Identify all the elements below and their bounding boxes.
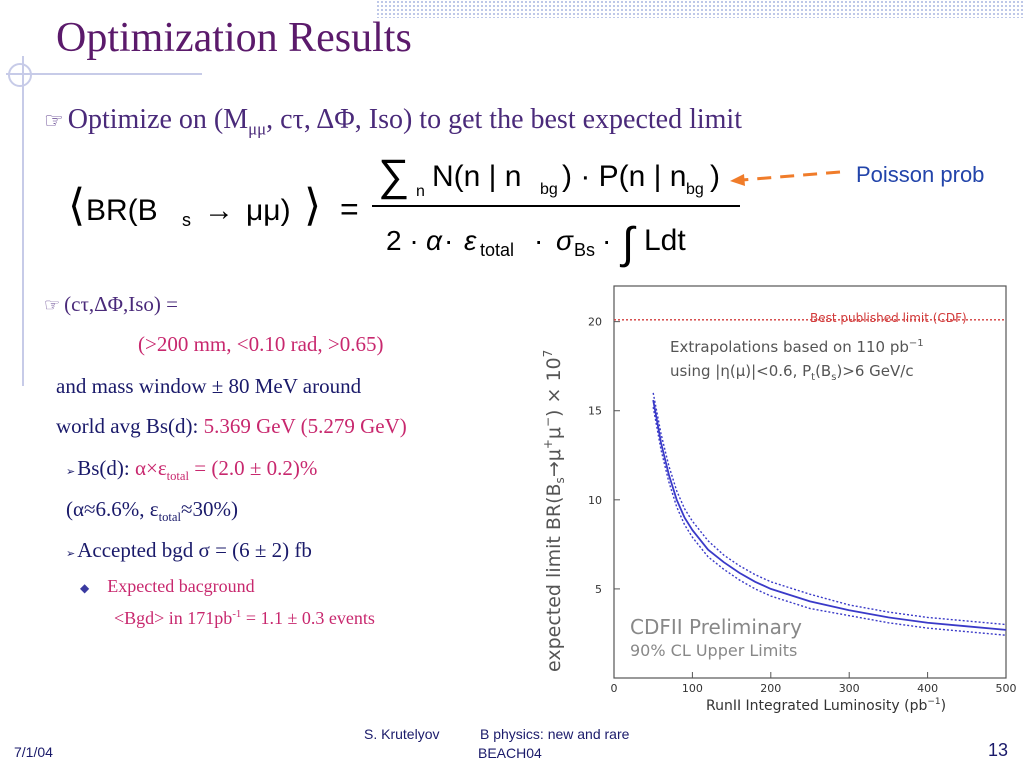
pointing-hand-icon: ☞ [44, 295, 61, 315]
svg-text:∑: ∑ [378, 151, 409, 200]
svg-text:n: n [416, 183, 425, 200]
slide-title: Optimization Results [56, 15, 412, 61]
series-line-3 [652, 407, 1007, 636]
triangle-bullet-icon: ➢ [66, 466, 76, 478]
svg-text:N(n | n: N(n | n [432, 160, 522, 193]
br-formula: ⟨ BR(B s → μμ) ⟩ = ∑ n N(n | n bg ) · P(… [68, 151, 740, 268]
y-tick-label: 20 [588, 316, 602, 329]
x-tick-label: 0 [611, 682, 618, 695]
reference-label: Best published limit (CDF) [810, 311, 967, 325]
footer-conference: BEACH04 [478, 745, 542, 761]
x-tick-label: 200 [760, 682, 781, 695]
decor-vertical-line [22, 56, 24, 386]
svg-text:s: s [182, 210, 191, 230]
cuts-values: (>200 mm, <0.10 rad, >0.65) [138, 332, 384, 356]
page-number: 13 [988, 740, 1009, 760]
x-tick-label: 500 [996, 682, 1017, 695]
efficiency-breakdown: (α≈6.6%, εtotal≈30%) [66, 497, 238, 525]
svg-text:ε: ε [464, 225, 477, 256]
svg-text:σ: σ [556, 225, 574, 256]
poisson-annotation: Poisson prob [856, 162, 985, 187]
decor-circle [8, 63, 32, 87]
footer-date: 7/1/04 [14, 744, 53, 760]
svg-text:α: α [426, 225, 443, 256]
cuts-line: ☞ (cτ,ΔΦ,Iso) = [44, 292, 178, 316]
plot-frame [613, 285, 1007, 679]
svg-text:bg: bg [540, 181, 558, 198]
diamond-bullet-icon: ◆ [80, 581, 90, 595]
svg-text:2 ·: 2 · [386, 225, 419, 256]
accepted-bgd-line: ➢Accepted bgd σ = (6 ± 2) fb [66, 538, 312, 562]
efficiency-line: ➢Bs(d): α×εtotal = (2.0 ± 0.2)% [66, 456, 318, 484]
series-line-1 [652, 399, 1007, 631]
pointing-hand-icon: ☞ [44, 108, 64, 133]
x-tick-label: 100 [682, 682, 703, 695]
triangle-bullet-icon: ➢ [66, 548, 76, 560]
y-tick-label: 15 [588, 405, 602, 418]
x-tick-label: 300 [839, 682, 860, 695]
svg-text:): ) [710, 160, 720, 193]
svg-text:Ldt: Ldt [644, 224, 686, 257]
svg-text:bg: bg [686, 181, 704, 198]
decor-horizontal-line [6, 73, 202, 75]
x-axis-label: RunII Integrated Luminosity (pb−1) [706, 697, 946, 714]
bgd-events-line: <Bgd> in 171pb-1 = 1.1 ± 0.3 events [114, 608, 375, 628]
header-dot-pattern [376, 0, 1024, 18]
footer-talk-title: B physics: new and rare [480, 726, 630, 742]
svg-text:·: · [444, 225, 453, 256]
world-avg-line: world avg Bs(d): 5.369 GeV (5.279 GeV) [56, 414, 407, 438]
series-line-2 [652, 392, 1007, 626]
svg-text:BR(B: BR(B [86, 194, 158, 227]
svg-text:=: = [340, 191, 359, 227]
watermark-cdf: CDFII Preliminary [630, 615, 802, 639]
svg-text:⟩: ⟩ [304, 181, 321, 230]
x-tick-label: 400 [917, 682, 938, 695]
y-tick-label: 10 [588, 494, 602, 507]
svg-text:→: → [204, 194, 234, 227]
poisson-arrow-icon [730, 170, 841, 186]
mass-window-line: and mass window ± 80 MeV around [56, 374, 362, 398]
extrapolation-note-2: using |η(μ)|<0.6, Pt(Bs)>6 GeV/c [670, 362, 914, 383]
expected-limit-chart: 0 100 200 300 400 500 5 10 15 20 expected limit B… [541, 285, 1017, 714]
svg-text:) · P(n | n: ) · P(n | n [562, 160, 686, 193]
bullet-optimize: ☞ Optimize on (Mμμ, cτ, ΔΦ, Iso) to get t… [44, 104, 742, 139]
expected-bg-line: ◆ Expected bacground [80, 576, 255, 596]
svg-text:∫: ∫ [619, 219, 637, 268]
y-axis-label: expected limit BR(Bs→μ+μ−) × 107 [541, 350, 567, 672]
svg-text:total: total [480, 240, 514, 260]
svg-text:·: · [534, 225, 543, 256]
footer-author: S. Krutelyov [364, 726, 440, 742]
svg-text:·: · [602, 225, 611, 256]
svg-text:⟨: ⟨ [68, 181, 85, 230]
y-tick-label: 5 [595, 583, 602, 596]
watermark-cl: 90% CL Upper Limits [630, 641, 797, 660]
svg-text:Bs: Bs [574, 240, 595, 260]
extrapolation-note-1: Extrapolations based on 110 pb−1 [670, 338, 924, 356]
svg-text:μμ): μμ) [246, 194, 291, 227]
